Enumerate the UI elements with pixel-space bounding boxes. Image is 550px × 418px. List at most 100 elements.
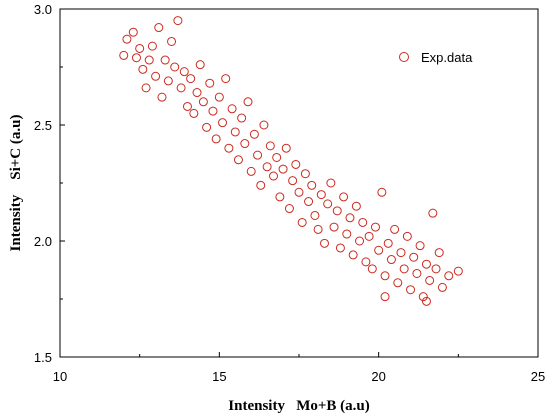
data-point	[262, 162, 272, 172]
data-point	[230, 127, 240, 137]
data-point	[421, 296, 431, 306]
data-point	[406, 285, 416, 295]
data-point	[147, 41, 157, 51]
x-tick-label: 10	[53, 369, 67, 384]
x-tick-label: 20	[371, 369, 385, 384]
data-point	[380, 271, 390, 281]
data-point	[358, 217, 368, 227]
data-point	[437, 282, 447, 292]
data-point	[304, 197, 314, 207]
data-point	[211, 134, 221, 144]
data-point	[342, 229, 352, 239]
data-point	[170, 62, 180, 72]
data-point	[173, 16, 183, 26]
data-point	[189, 108, 199, 118]
data-point	[345, 213, 355, 223]
data-point	[221, 74, 231, 84]
data-point	[377, 187, 387, 197]
data-point	[256, 180, 266, 190]
data-point	[253, 150, 263, 160]
data-point	[351, 201, 361, 211]
data-point	[399, 264, 409, 274]
data-point	[128, 27, 138, 37]
data-point	[269, 171, 279, 181]
data-point	[240, 139, 250, 149]
legend-marker	[399, 52, 409, 62]
data-point	[431, 264, 441, 274]
data-point	[316, 190, 326, 200]
axis-ticks: 10 15 20 25 1.5 2.0 2.5 3.0	[34, 2, 545, 384]
data-point	[214, 92, 224, 102]
y-axis-title: Intensity Si+C (a.u)	[8, 115, 24, 252]
data-point	[218, 118, 228, 128]
data-point	[390, 224, 400, 234]
data-point	[122, 34, 132, 44]
x-tick-label: 25	[531, 369, 545, 384]
data-point	[151, 71, 161, 81]
data-point	[291, 159, 301, 169]
data-point	[297, 217, 307, 227]
data-point	[402, 231, 412, 241]
data-point	[425, 275, 435, 285]
data-point	[374, 245, 384, 255]
data-point	[259, 120, 269, 130]
data-point	[329, 222, 339, 232]
data-point	[393, 278, 403, 288]
data-point	[233, 155, 243, 165]
data-point	[434, 248, 444, 258]
data-point	[386, 255, 396, 265]
data-point	[281, 143, 291, 153]
data-point	[364, 231, 374, 241]
data-point	[412, 268, 422, 278]
y-tick-label: 1.5	[34, 350, 52, 365]
data-point	[383, 238, 393, 248]
data-point	[310, 210, 320, 220]
y-tick-label: 3.0	[34, 2, 52, 17]
data-point	[275, 192, 285, 202]
data-point	[237, 113, 247, 123]
data-point	[361, 257, 371, 267]
data-point	[198, 97, 208, 107]
data-point	[224, 143, 234, 153]
data-point	[284, 204, 294, 214]
data-point	[323, 199, 333, 209]
data-point	[380, 292, 390, 302]
data-point	[119, 50, 129, 60]
data-point	[339, 192, 349, 202]
data-point	[157, 92, 167, 102]
y-tick-label: 2.0	[34, 234, 52, 249]
data-point	[355, 236, 365, 246]
data-point	[182, 101, 192, 111]
data-point	[227, 104, 237, 114]
data-point	[243, 97, 253, 107]
data-point	[246, 166, 256, 176]
data-point	[300, 169, 310, 179]
data-point	[141, 83, 151, 93]
data-point	[278, 164, 288, 174]
data-point	[370, 222, 380, 232]
data-point	[144, 55, 154, 65]
data-point	[288, 176, 298, 186]
data-point	[265, 141, 275, 151]
data-point	[192, 88, 202, 98]
data-point	[205, 78, 215, 88]
data-point	[179, 67, 189, 77]
legend: Exp.data	[399, 50, 473, 65]
data-point	[202, 122, 212, 132]
data-point	[326, 178, 336, 188]
data-point	[154, 23, 164, 33]
data-point	[415, 241, 425, 251]
data-point	[319, 238, 329, 248]
data-point	[195, 60, 205, 70]
data-point	[272, 152, 282, 162]
data-point	[409, 252, 419, 262]
data-point	[367, 264, 377, 274]
data-point	[335, 243, 345, 253]
data-point	[307, 180, 317, 190]
data-point	[249, 129, 259, 139]
data-point	[186, 74, 196, 84]
data-points	[119, 16, 463, 306]
data-point	[163, 76, 173, 86]
data-point	[313, 224, 323, 234]
